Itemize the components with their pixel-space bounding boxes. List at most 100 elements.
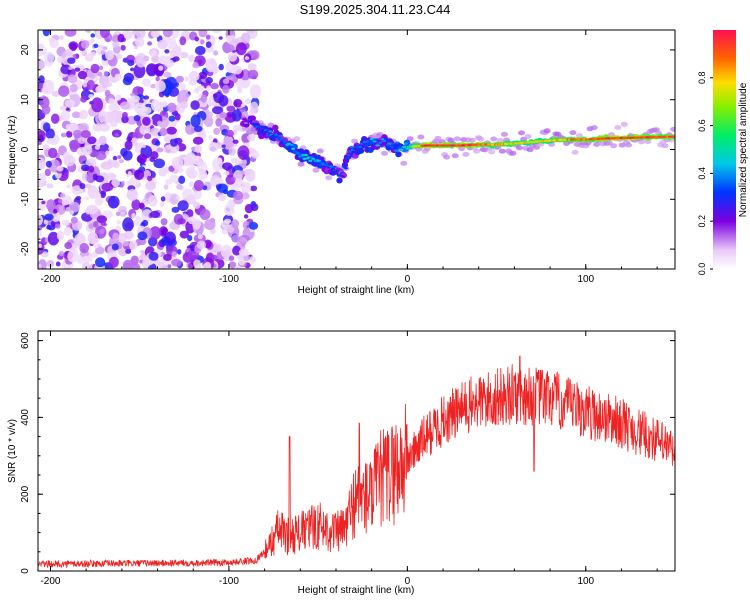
ridge-halo [638, 139, 645, 145]
noise-speckle [38, 45, 47, 56]
noise-speckle [198, 169, 208, 180]
noise-speckle [89, 51, 97, 57]
noise-speckle [88, 165, 95, 173]
noise-speckle [185, 93, 190, 98]
noise-speckle [241, 192, 250, 200]
noise-speckle [86, 204, 99, 215]
noise-speckle [129, 240, 138, 251]
noise-speckle [76, 147, 87, 156]
noise-speckle [198, 71, 208, 80]
snr-axes: -200 -100 0 100 0 200 400 600 [20, 331, 675, 587]
noise-speckle [224, 218, 232, 224]
noise-speckle [184, 76, 190, 82]
ridge-core [318, 161, 323, 164]
noise-speckle [161, 101, 168, 108]
ridge-core [402, 145, 407, 148]
ridge-core [254, 123, 258, 126]
noise-speckle [112, 232, 120, 242]
noise-speckle [134, 46, 138, 50]
noise-speckle [63, 154, 76, 167]
noise-speckle [185, 194, 197, 205]
noise-speckle [206, 85, 212, 91]
noise-speckle [94, 144, 100, 150]
ridge-halo [297, 161, 305, 167]
ridge-core [329, 165, 334, 168]
noise-speckle [194, 87, 200, 94]
noise-speckle [194, 45, 206, 56]
noise-speckle [159, 127, 168, 136]
noise-speckle [45, 160, 52, 168]
noise-speckle [69, 210, 74, 216]
noise-speckle [200, 94, 208, 103]
noise-speckle [241, 182, 252, 194]
noise-speckle [67, 57, 76, 64]
ridge-halo [325, 175, 333, 181]
noise-speckle [243, 254, 250, 262]
y-tick-label: -10 [20, 192, 31, 207]
noise-speckle [215, 179, 220, 185]
noise-speckle [132, 141, 138, 146]
noise-speckle [141, 144, 146, 148]
noise-speckle [210, 82, 219, 90]
x-tick-label: -200 [40, 576, 60, 587]
noise-speckle [238, 248, 249, 257]
y-tick-label: 0 [20, 146, 31, 152]
noise-speckle [69, 143, 79, 153]
noise-speckle [233, 190, 244, 201]
noise-speckle [169, 50, 177, 57]
ridge-core [358, 145, 363, 149]
noise-speckle [60, 193, 66, 198]
ridge-halo [590, 125, 598, 131]
ridge-halo [524, 134, 532, 139]
colorbar: 0.0 0.2 0.4 0.6 0.8 Normalized spectral ampl… [697, 30, 749, 275]
noise-speckle [249, 50, 260, 61]
ridge-core [395, 141, 400, 144]
noise-speckle [58, 85, 70, 97]
noise-speckle [148, 251, 159, 261]
noise-speckle [180, 100, 188, 109]
noise-speckle [197, 233, 203, 240]
noise-speckle [38, 264, 42, 269]
noise-speckle [193, 259, 201, 268]
noise-speckle [82, 81, 88, 88]
noise-speckle [231, 157, 239, 164]
noise-speckle [232, 65, 243, 75]
noise-speckle [148, 195, 158, 207]
noise-speckle [79, 109, 88, 120]
noise-speckle [228, 261, 237, 269]
ridge-core [345, 156, 350, 160]
y-tick-label: 20 [20, 44, 31, 56]
noise-speckle [86, 172, 96, 184]
noise-speckle [64, 242, 73, 250]
ridge-core [242, 118, 247, 121]
noise-speckle [226, 30, 234, 36]
noise-speckle [175, 75, 184, 83]
noise-speckle [249, 185, 258, 192]
ridge-halo [462, 151, 470, 157]
noise-speckle [67, 250, 79, 263]
noise-speckle [53, 208, 58, 214]
noise-speckle [38, 141, 42, 145]
ridge-halo [661, 143, 669, 149]
colorbar-tick-label: 0.4 [697, 167, 707, 180]
noise-speckle [90, 63, 100, 74]
noise-speckle [177, 218, 186, 225]
noise-speckle [199, 209, 211, 220]
noise-speckle [245, 98, 251, 105]
noise-speckle [71, 111, 81, 119]
noise-speckle [61, 200, 70, 206]
noise-speckle [44, 213, 54, 221]
ridge-halo [490, 136, 498, 142]
noise-speckle [99, 228, 105, 235]
ridge-core [335, 169, 340, 172]
noise-speckle [93, 221, 99, 228]
ridge-core [396, 146, 401, 149]
noise-speckle [141, 209, 153, 222]
noise-speckle [192, 218, 201, 230]
ridge-core [331, 167, 336, 171]
noise-speckle [38, 214, 43, 226]
noise-speckle [46, 183, 54, 189]
ridge-core [268, 130, 273, 133]
ridge-halo [351, 138, 358, 144]
noise-speckle [81, 261, 91, 269]
